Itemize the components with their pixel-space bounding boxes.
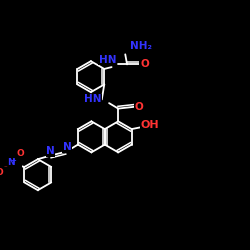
Text: O: O — [135, 102, 143, 112]
Text: N: N — [62, 142, 71, 152]
Text: OH: OH — [140, 120, 159, 130]
Text: N: N — [7, 158, 14, 167]
Text: HN: HN — [84, 94, 102, 104]
Text: O: O — [140, 59, 149, 69]
Text: +: + — [10, 158, 16, 164]
Text: HN: HN — [99, 55, 116, 65]
Text: N: N — [46, 146, 55, 156]
Text: O: O — [17, 149, 25, 158]
Text: ⁻: ⁻ — [4, 166, 7, 172]
Text: O: O — [0, 168, 4, 177]
Text: NH₂: NH₂ — [130, 41, 152, 51]
